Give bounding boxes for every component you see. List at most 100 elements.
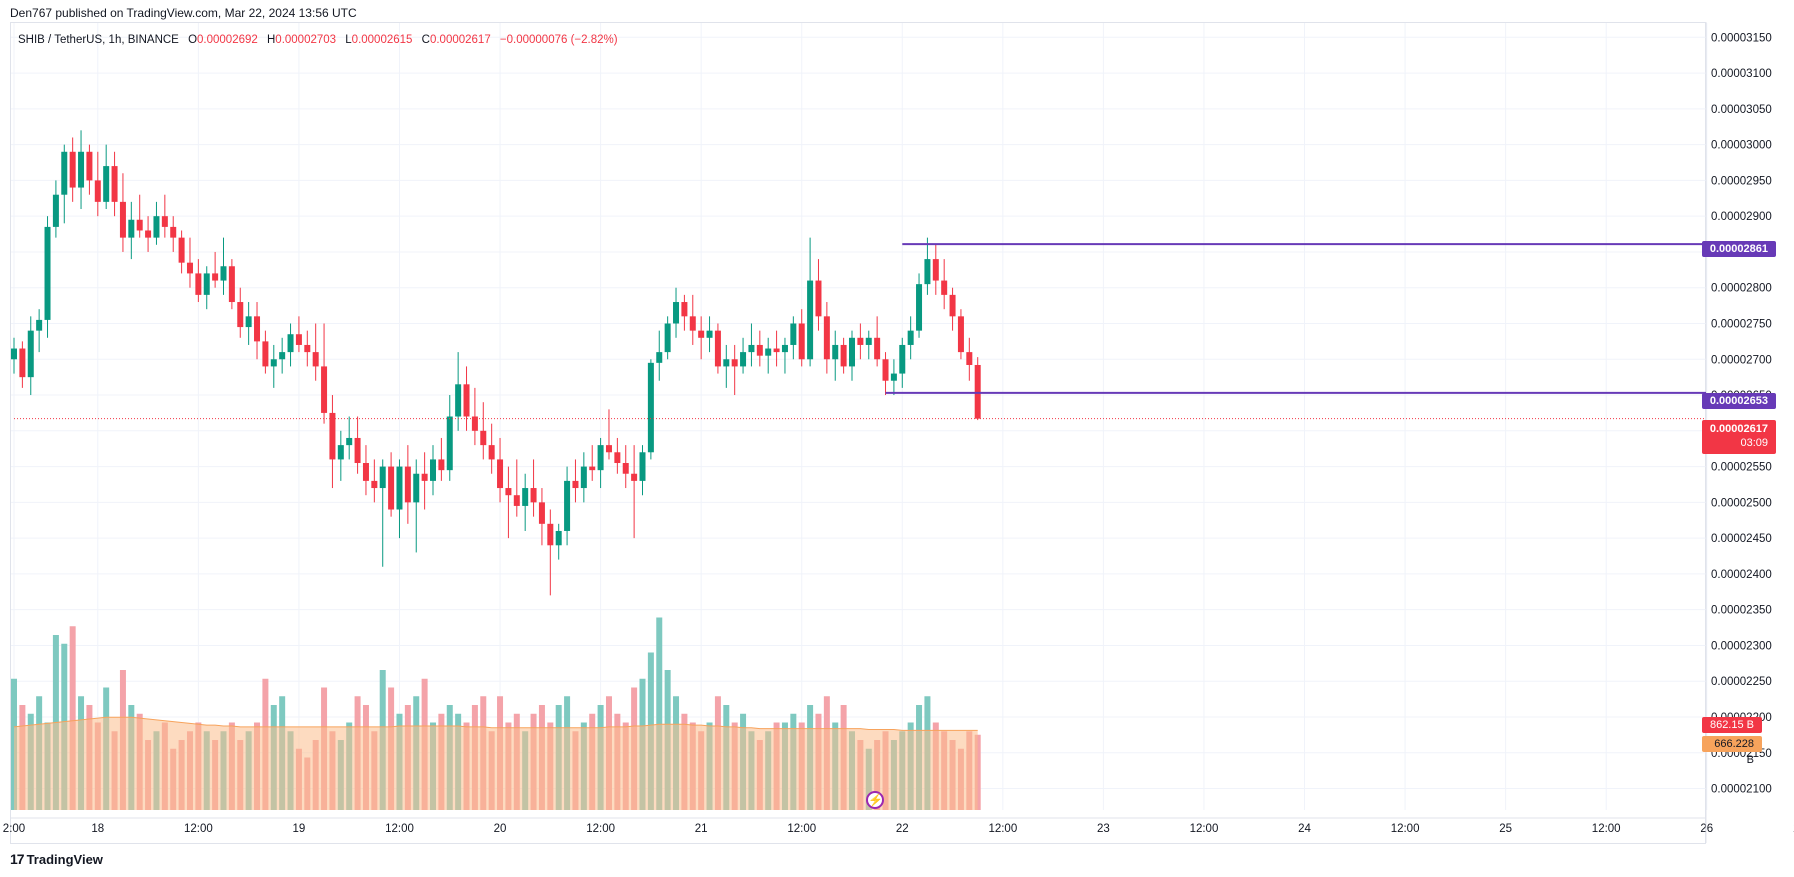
candle-body [111,166,118,202]
candle-body [119,201,126,238]
candle-body [639,452,646,481]
candle-body [681,302,688,317]
published-caption: Den767 published on TradingView.com, Mar… [10,6,357,20]
y-tick-label: 0.00002550 [1711,462,1772,474]
y-tick-label: 0.00002450 [1711,533,1772,545]
candle-body [388,466,395,510]
volume-ma-area [14,717,978,810]
candle-body [170,226,177,238]
candle-body [748,344,755,353]
candle-body [832,344,839,360]
legend-close: 0.00002617 [429,34,491,46]
volume-ma-tag: 666.228 B [1702,736,1762,766]
y-tick-label: 0.00003050 [1711,104,1772,116]
candle-body [798,323,805,360]
y-tick-label: 0.00002100 [1711,784,1772,796]
candle-body [337,445,344,460]
candle-body [907,330,914,345]
candle-body [304,344,311,353]
x-tick-label: 12:00 [586,823,615,835]
candle-body [882,359,889,381]
candle-body [455,384,462,417]
y-tick-label: 0.00002900 [1711,211,1772,223]
candle-body [86,151,93,181]
candle-body [857,337,864,345]
candle-body [413,473,420,503]
candle-body [78,151,85,188]
candle-body [849,337,855,367]
candle-body [52,194,59,227]
candle-body [547,523,554,546]
candle-body [220,266,227,281]
candle-body [974,364,981,419]
candle-body [740,352,747,367]
candle-body [488,445,495,460]
candle-body [706,330,713,338]
candle-body [362,463,369,481]
legend-symbol[interactable]: SHIB / TetherUS, 1h, BINANCE [18,34,179,46]
legend-open: 0.00002692 [197,34,258,46]
candle-body [228,266,235,303]
candle-body [807,280,814,360]
y-tick-label: 0.00003000 [1711,140,1772,152]
candle-body [145,230,152,238]
resistance-price-tag[interactable]: 0.00002861 [1702,241,1776,257]
y-tick-label: 0.00002500 [1711,497,1772,509]
candle-body [237,302,244,328]
candle-body [279,352,286,360]
candle-body [949,294,956,317]
candle-body [421,473,428,481]
x-tick-label: 26 [1700,823,1713,835]
volume-bar [656,617,663,810]
tradingview-logo-icon: 17 [10,851,25,867]
candle-body [480,430,487,446]
candle-body [438,459,445,471]
candle-body [605,445,612,453]
x-tick-label: 12:00 [988,823,1017,835]
candle-body [94,180,101,202]
candle-body [580,466,587,489]
candle-body [203,273,210,295]
legend-high: 0.00002703 [275,34,337,46]
flash-icon[interactable]: ⚡ [866,791,884,809]
candle-body [463,384,470,417]
candle-body [61,151,68,195]
y-tick-label: 0.00003150 [1711,32,1772,44]
x-tick-label: 12:00 [184,823,213,835]
candle-body [186,262,193,274]
y-tick-label: 0.00002300 [1711,640,1772,652]
candle-body [916,284,923,331]
candle-body [295,334,302,345]
candle-body [790,323,797,345]
candle-body [153,216,160,238]
candle-body [932,259,939,281]
candle-body [597,445,604,471]
candle-body [69,151,76,188]
candle-body [471,416,478,431]
candle-body [430,459,436,481]
candle-body [731,359,738,367]
y-tick-label: 0.00002750 [1711,318,1772,330]
candle-body [899,344,906,374]
candle-body [865,337,872,345]
candle-body [178,237,185,263]
y-tick-label: 0.00002700 [1711,354,1772,366]
candle-body [874,337,881,360]
candle-body [404,466,411,503]
candle-body [270,359,277,367]
x-tick-label: 12:00 [1391,823,1420,835]
candle-body [212,273,219,281]
candle-body [656,352,663,363]
candle-body [765,348,772,356]
candle-body [572,480,579,489]
candle-body [254,316,261,342]
last-price-tag[interactable]: 0.00002617 03:09 [1702,420,1776,454]
candle-body [103,166,110,202]
tradingview-brand[interactable]: 17 TradingView [10,851,103,867]
candle-body [966,352,973,365]
support-price-tag[interactable]: 0.00002653 [1702,393,1776,409]
candle-body [379,466,386,489]
candle-body [262,341,269,367]
legend-close-label: C [421,34,430,46]
